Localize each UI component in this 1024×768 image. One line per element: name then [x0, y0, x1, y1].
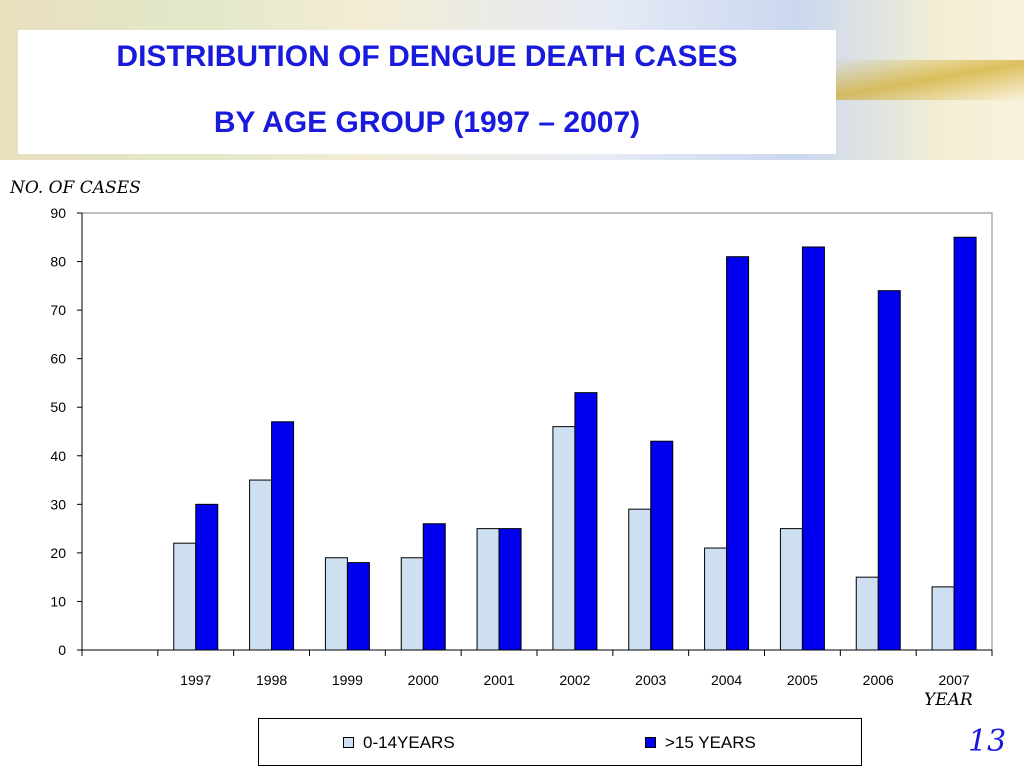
x-tick-label: 2001 — [484, 672, 515, 688]
page-number: 13 — [968, 724, 1007, 759]
x-tick-label: 2002 — [559, 672, 590, 688]
bar-over-15-years-2007 — [953, 236, 977, 651]
y-tick-label: 60 — [50, 351, 66, 367]
bar-0-14-years-2004 — [704, 547, 728, 651]
plot-area — [81, 212, 993, 651]
bar-over-15-years-1998 — [271, 421, 295, 651]
y-tick-label: 50 — [50, 399, 66, 415]
y-tick-label: 0 — [58, 642, 66, 658]
bar-0-14-years-2005 — [779, 528, 803, 651]
bar-0-14-years-2001 — [476, 528, 500, 651]
x-tick-label: 1998 — [256, 672, 287, 688]
y-tick-label: 90 — [50, 205, 66, 221]
bar-over-15-years-2004 — [726, 256, 750, 651]
bar-0-14-years-2002 — [552, 426, 576, 651]
decorative-grain-image — [830, 60, 1024, 100]
x-tick-label: 2007 — [939, 672, 970, 688]
legend-label-0-14-years: 0-14YEARS — [363, 733, 455, 752]
y-tick-label: 70 — [50, 302, 66, 318]
legend-swatch-0-14-years — [343, 737, 354, 748]
x-tick-label: 2004 — [711, 672, 742, 688]
bar-over-15-years-2000 — [422, 523, 446, 651]
bar-0-14-years-1999 — [324, 557, 348, 651]
x-axis-label: YEAR — [924, 690, 973, 710]
bar-over-15-years-1997 — [195, 503, 219, 651]
bar-over-15-years-2001 — [498, 528, 522, 651]
y-tick-label: 80 — [50, 254, 66, 270]
bar-0-14-years-1998 — [249, 479, 273, 651]
y-axis-label: NO. OF CASES — [10, 178, 141, 198]
bar-over-15-years-2005 — [801, 246, 825, 651]
x-tick-label: 1999 — [332, 672, 363, 688]
bar-over-15-years-2003 — [650, 440, 674, 651]
x-tick-label: 2006 — [863, 672, 894, 688]
y-tick-label: 10 — [50, 593, 66, 609]
bar-over-15-years-2002 — [574, 392, 598, 651]
bar-over-15-years-1999 — [346, 562, 370, 651]
bar-0-14-years-2003 — [628, 508, 652, 651]
y-tick-label: 30 — [50, 496, 66, 512]
y-tick-label: 20 — [50, 545, 66, 561]
x-tick-label: 2003 — [635, 672, 666, 688]
legend-label-over-15-years: >15 YEARS — [665, 733, 756, 752]
x-tick-label: 2005 — [787, 672, 818, 688]
x-tick-label: 2000 — [408, 672, 439, 688]
y-tick-label: 40 — [50, 448, 66, 464]
title-box: DISTRIBUTION OF DENGUE DEATH CASES BY AG… — [18, 30, 836, 154]
chart-legend: 0-14YEARS >15 YEARS — [258, 718, 862, 766]
bar-0-14-years-1997 — [173, 542, 197, 651]
legend-swatch-over-15-years — [645, 737, 656, 748]
bar-over-15-years-2006 — [877, 290, 901, 651]
x-tick-label: 1997 — [180, 672, 211, 688]
bar-0-14-years-2006 — [855, 576, 879, 651]
slide-title-line-2: BY AGE GROUP (1997 – 2007) — [213, 106, 641, 139]
bar-0-14-years-2007 — [931, 586, 955, 651]
bar-chart: 0 10 20 30 40 50 60 70 80 90 1997 1998 1999 2000 2001 2… — [50, 205, 993, 688]
slide-title-line-1: DISTRIBUTION OF DENGUE DEATH CASES — [116, 40, 738, 73]
bar-0-14-years-2000 — [400, 557, 424, 651]
